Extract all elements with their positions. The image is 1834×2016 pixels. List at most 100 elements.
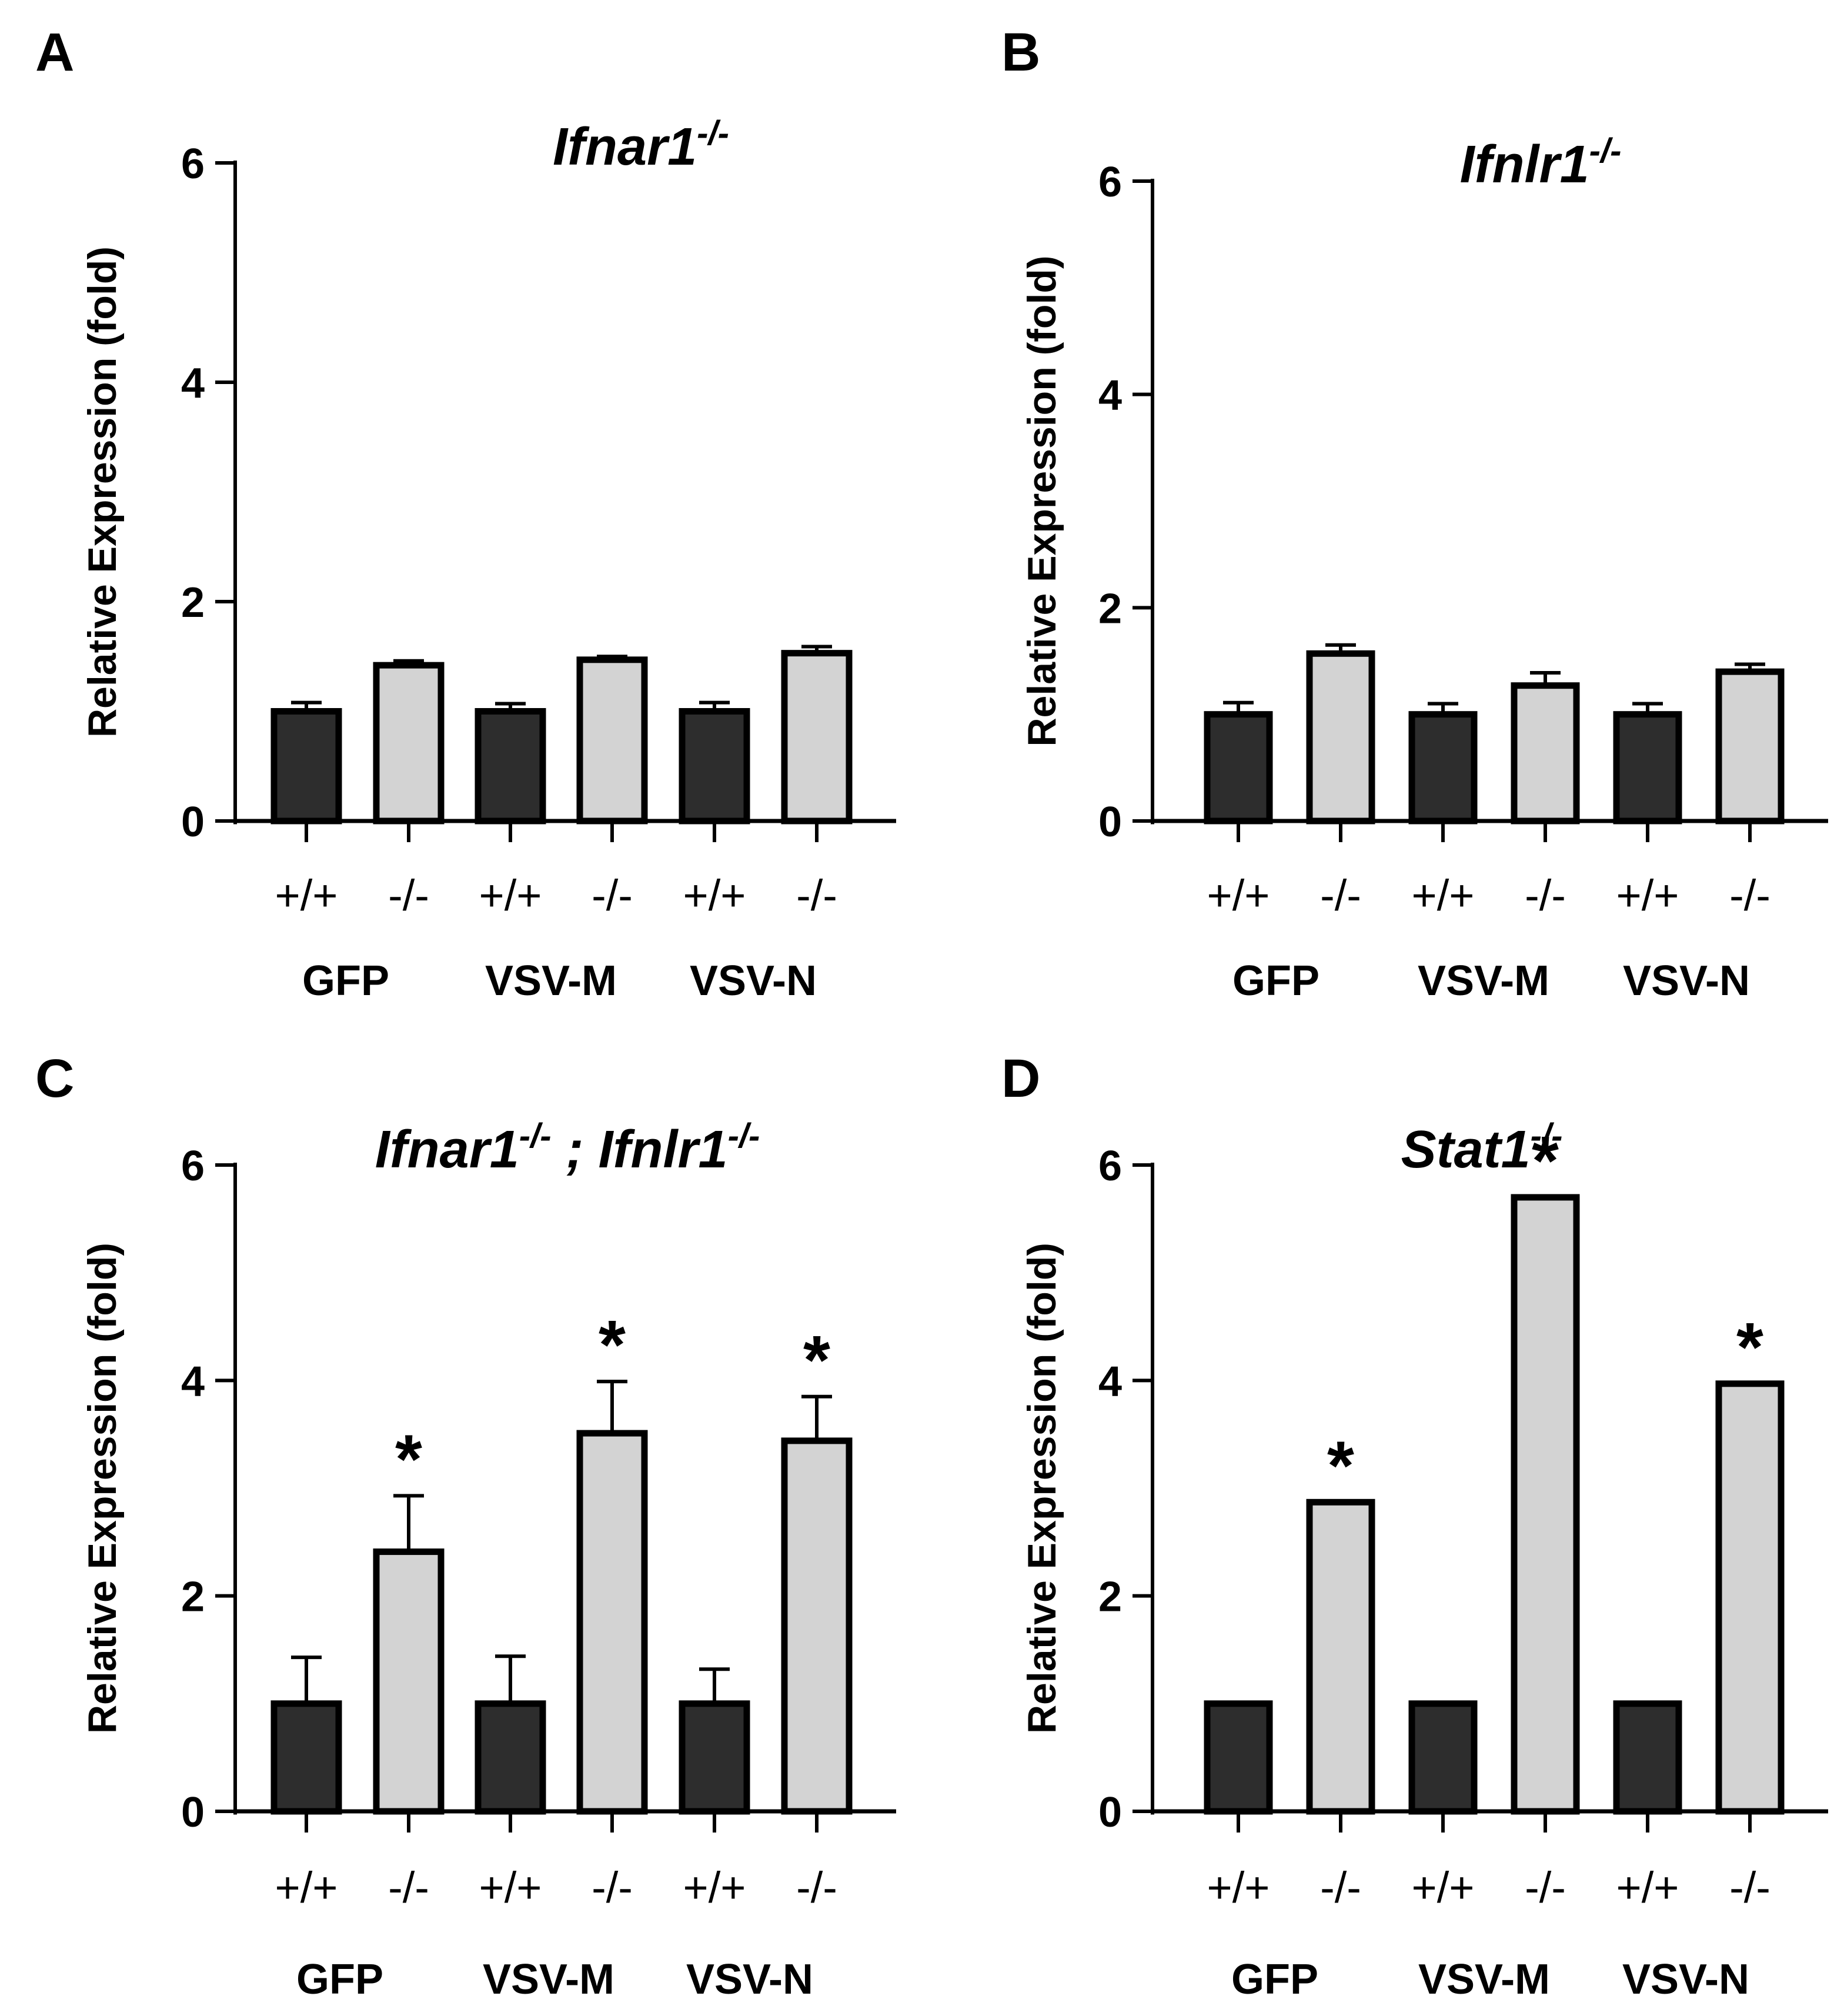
y-tick-label: 4 (181, 360, 205, 407)
category-label: +/+ (275, 871, 338, 920)
y-tick-label: 2 (1098, 585, 1122, 632)
title-join: ; (552, 1120, 599, 1179)
category-label: +/+ (683, 871, 746, 920)
y-axis-label: Relative Expression (fold) (80, 1243, 125, 1734)
y-tick-label: 6 (1098, 1143, 1122, 1190)
category-label: +/+ (683, 1863, 746, 1912)
group-label: VSV-M (1418, 1956, 1550, 2003)
bar (373, 1548, 445, 1815)
bar (1306, 650, 1375, 825)
bar (1408, 1700, 1478, 1815)
panel-label: A (35, 22, 74, 82)
significance-marker: * (1736, 1309, 1763, 1386)
category-label: -/- (1729, 1863, 1770, 1912)
y-axis-label: Relative Expression (fold) (1020, 1243, 1064, 1734)
bar (475, 1700, 546, 1815)
group-label: GFP (1231, 1956, 1318, 2003)
bar (679, 708, 750, 825)
title-gene: Ifnlr1 (1460, 135, 1589, 194)
group-label: VSV-N (1623, 957, 1750, 1004)
y-axis-label: Relative Expression (fold) (80, 246, 125, 737)
group-label: VSV-N (690, 957, 817, 1004)
chart-title: Ifnar1-/- ; Ifnlr1-/- (375, 1117, 760, 1179)
category-label: +/+ (479, 1863, 542, 1912)
group-label: VSV-N (1622, 1956, 1749, 2003)
panel-label: B (1001, 22, 1040, 82)
y-tick-label: 2 (181, 1574, 205, 1621)
bar (576, 1430, 648, 1815)
group-label: VSV-N (686, 1956, 813, 2003)
category-label: +/+ (1616, 1863, 1679, 1912)
bar (475, 708, 546, 825)
group-label: GFP (302, 957, 389, 1004)
category-label: -/- (388, 871, 429, 920)
y-tick-label: 0 (1098, 799, 1122, 846)
y-tick-label: 4 (1098, 1358, 1122, 1405)
bar (1204, 1700, 1273, 1815)
bar (1613, 711, 1682, 825)
bar (1715, 1380, 1785, 1815)
category-label: -/- (796, 1863, 837, 1912)
category-label: -/- (1320, 1863, 1361, 1912)
bar (781, 650, 853, 825)
category-label: -/- (1525, 871, 1566, 920)
bar (1511, 682, 1580, 825)
y-tick-label: 0 (181, 799, 205, 846)
y-tick-label: 0 (181, 1789, 205, 1836)
chart-title: Ifnar1-/- (553, 114, 729, 176)
title-superscript-2: -/- (728, 1117, 760, 1155)
bar (679, 1700, 750, 1815)
bar (1613, 1700, 1682, 1815)
title-gene-2: Ifnlr1 (599, 1120, 728, 1179)
y-tick-label: 6 (1098, 159, 1122, 206)
group-label: VSV-M (1418, 957, 1549, 1004)
y-axis-label: Relative Expression (fold) (1020, 255, 1064, 746)
y-tick-label: 6 (181, 1143, 205, 1190)
category-label: -/- (592, 871, 633, 920)
category-label: -/- (1729, 871, 1770, 920)
category-label: +/+ (479, 871, 542, 920)
y-tick-label: 6 (181, 141, 205, 188)
category-label: +/+ (1412, 1863, 1475, 1912)
category-label: -/- (1525, 1863, 1566, 1912)
y-tick-label: 4 (1098, 372, 1122, 419)
category-label: +/+ (1616, 871, 1679, 920)
y-tick-label: 4 (181, 1358, 205, 1405)
title-gene: Ifnar1 (375, 1120, 519, 1179)
chart-title: Ifnlr1-/- (1460, 132, 1622, 194)
title-gene: Stat1 (1401, 1120, 1531, 1179)
bar (1306, 1498, 1375, 1815)
panel-label: D (1001, 1049, 1040, 1109)
category-label: -/- (796, 871, 837, 920)
category-label: +/+ (275, 1863, 338, 1912)
y-tick-label: 2 (181, 579, 205, 626)
category-label: +/+ (1207, 871, 1270, 920)
category-label: -/- (1320, 871, 1361, 920)
bar (1408, 711, 1478, 825)
bar (270, 708, 342, 825)
title-superscript: -/- (697, 114, 729, 152)
bar (781, 1437, 853, 1815)
significance-marker: * (1327, 1427, 1354, 1504)
category-label: +/+ (1412, 871, 1475, 920)
category-label: -/- (388, 1863, 429, 1912)
y-tick-label: 0 (1098, 1789, 1122, 1836)
bar (1204, 711, 1273, 825)
bar (373, 662, 445, 825)
panel-a: A Ifnar1-/- Relative Expression (fold) 0 2 4 6… (35, 22, 896, 1004)
significance-marker: * (803, 1321, 830, 1399)
group-label: VSV-M (485, 957, 617, 1004)
category-label: -/- (592, 1863, 633, 1912)
panel-label: C (35, 1049, 74, 1109)
chart-title: Stat1-/- (1401, 1117, 1563, 1179)
bar (576, 656, 648, 825)
significance-marker: * (1532, 1122, 1559, 1200)
title-superscript: -/- (519, 1117, 552, 1155)
group-label: GFP (296, 1956, 383, 2003)
title-superscript: -/- (1589, 132, 1622, 170)
significance-marker: * (599, 1306, 626, 1384)
